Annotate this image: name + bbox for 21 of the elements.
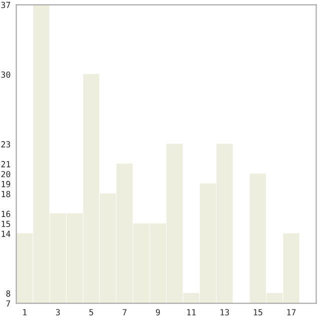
y-tick-label: 20 (1, 170, 10, 178)
y-tick-label: 16 (2, 210, 10, 218)
y-tick-label: 21 (1, 161, 10, 168)
x-tick-label: 1 (23, 309, 27, 316)
y-tick-label: 19 (2, 180, 10, 188)
x-tick-label: 3 (56, 309, 60, 316)
x-tick-label: 7 (122, 309, 126, 316)
x-tick-label: 5 (89, 309, 94, 316)
x-tick-label: 9 (156, 309, 160, 316)
x-tick-label: 11 (187, 309, 196, 316)
x-tick-label: 13 (220, 309, 229, 316)
y-tick-label: 7 (6, 300, 10, 307)
y-tick-label: 18 (2, 190, 10, 198)
y-tick-label: 30 (1, 71, 10, 78)
y-tick-label: 37 (1, 2, 10, 8)
y-tick-label: 8 (6, 290, 10, 297)
y-tick-label: 23 (1, 141, 10, 148)
y-tick-label: 15 (2, 220, 10, 228)
y-tick-label: 14 (2, 230, 10, 237)
x-tick-label: 17 (287, 309, 296, 316)
x-tick-label: 15 (254, 309, 262, 316)
